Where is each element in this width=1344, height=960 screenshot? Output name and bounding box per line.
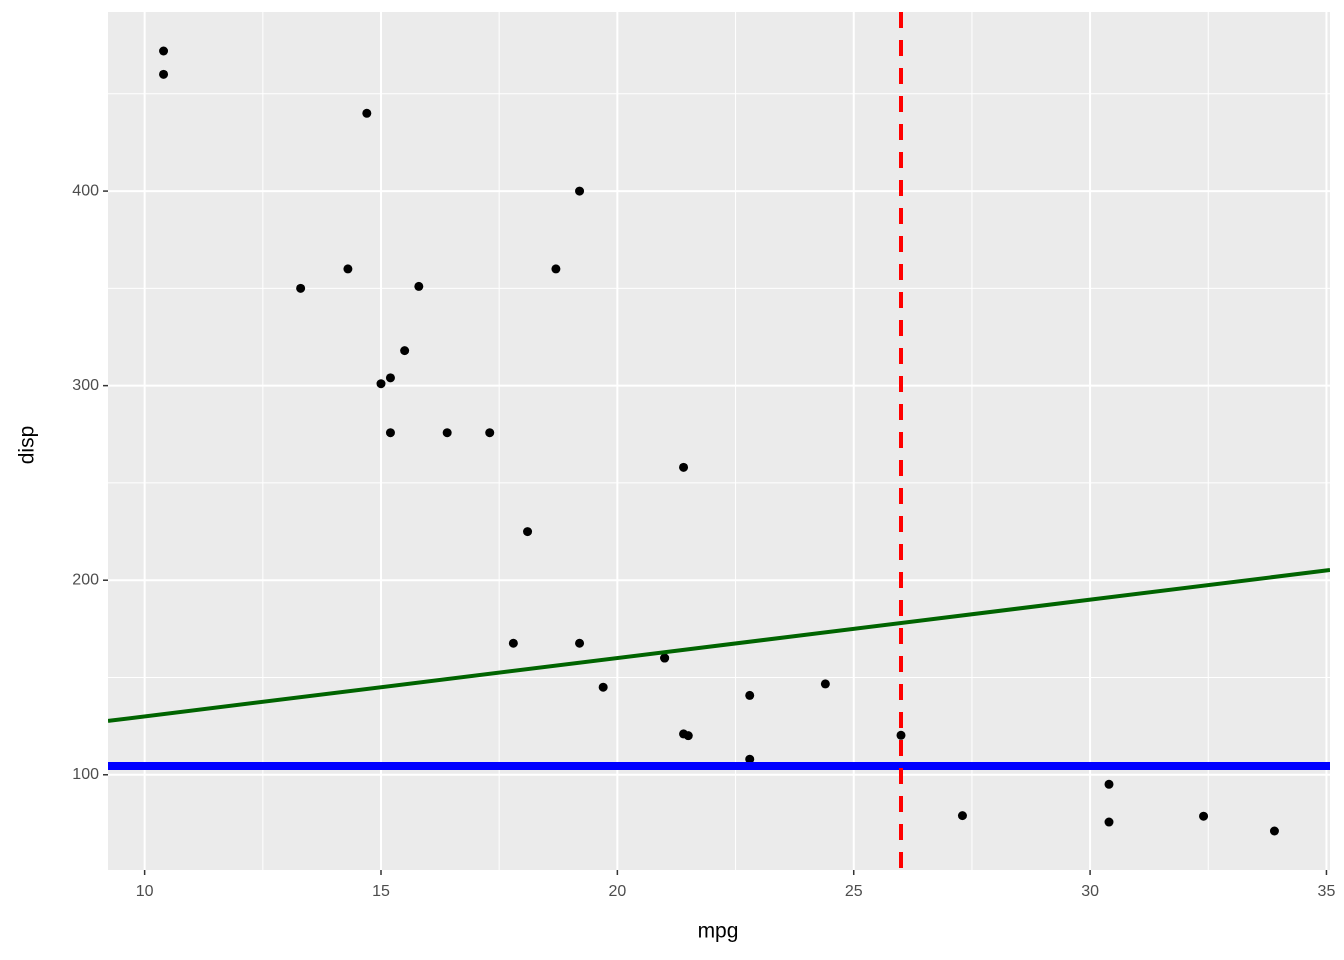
point	[159, 69, 169, 79]
point	[679, 729, 689, 739]
point	[343, 264, 353, 274]
point	[159, 46, 169, 56]
point	[745, 754, 755, 764]
point	[400, 346, 410, 356]
point	[575, 638, 585, 648]
point	[362, 108, 372, 118]
point	[296, 283, 306, 293]
point	[660, 653, 670, 663]
point	[508, 638, 518, 648]
point	[598, 682, 608, 692]
point	[896, 730, 906, 740]
x-tick-label: 20	[608, 883, 626, 900]
point	[1104, 779, 1114, 789]
x-tick-label: 25	[845, 883, 863, 900]
point	[745, 690, 755, 700]
point	[957, 811, 967, 821]
panel	[108, 12, 1330, 870]
point	[385, 373, 395, 383]
point	[485, 428, 495, 438]
x-tick-label: 15	[372, 883, 390, 900]
grid	[108, 12, 1330, 870]
point	[385, 428, 395, 438]
point	[523, 527, 533, 537]
y-tick-label: 200	[72, 571, 99, 588]
point	[376, 379, 386, 389]
point	[575, 186, 585, 196]
y-tick-label: 100	[72, 766, 99, 783]
point	[551, 264, 561, 274]
point	[820, 679, 830, 689]
x-tick-label: 30	[1081, 883, 1099, 900]
point	[1199, 811, 1209, 821]
point	[1104, 817, 1114, 827]
point	[1269, 826, 1279, 836]
point	[442, 428, 452, 438]
point	[414, 281, 424, 291]
marks	[108, 12, 1330, 870]
y-tick-label: 400	[72, 182, 99, 199]
y-tick-label: 300	[72, 377, 99, 394]
point	[679, 462, 689, 472]
y-axis-title: disp	[16, 426, 39, 465]
x-tick-label: 10	[136, 883, 154, 900]
x-tick-label: 35	[1318, 883, 1336, 900]
abline	[108, 568, 1330, 723]
x-axis-title: mpg	[698, 920, 739, 943]
